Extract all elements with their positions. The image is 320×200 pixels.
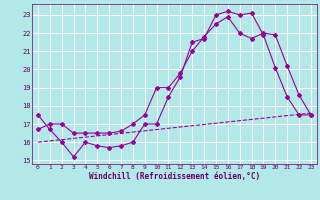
X-axis label: Windchill (Refroidissement éolien,°C): Windchill (Refroidissement éolien,°C): [89, 172, 260, 181]
